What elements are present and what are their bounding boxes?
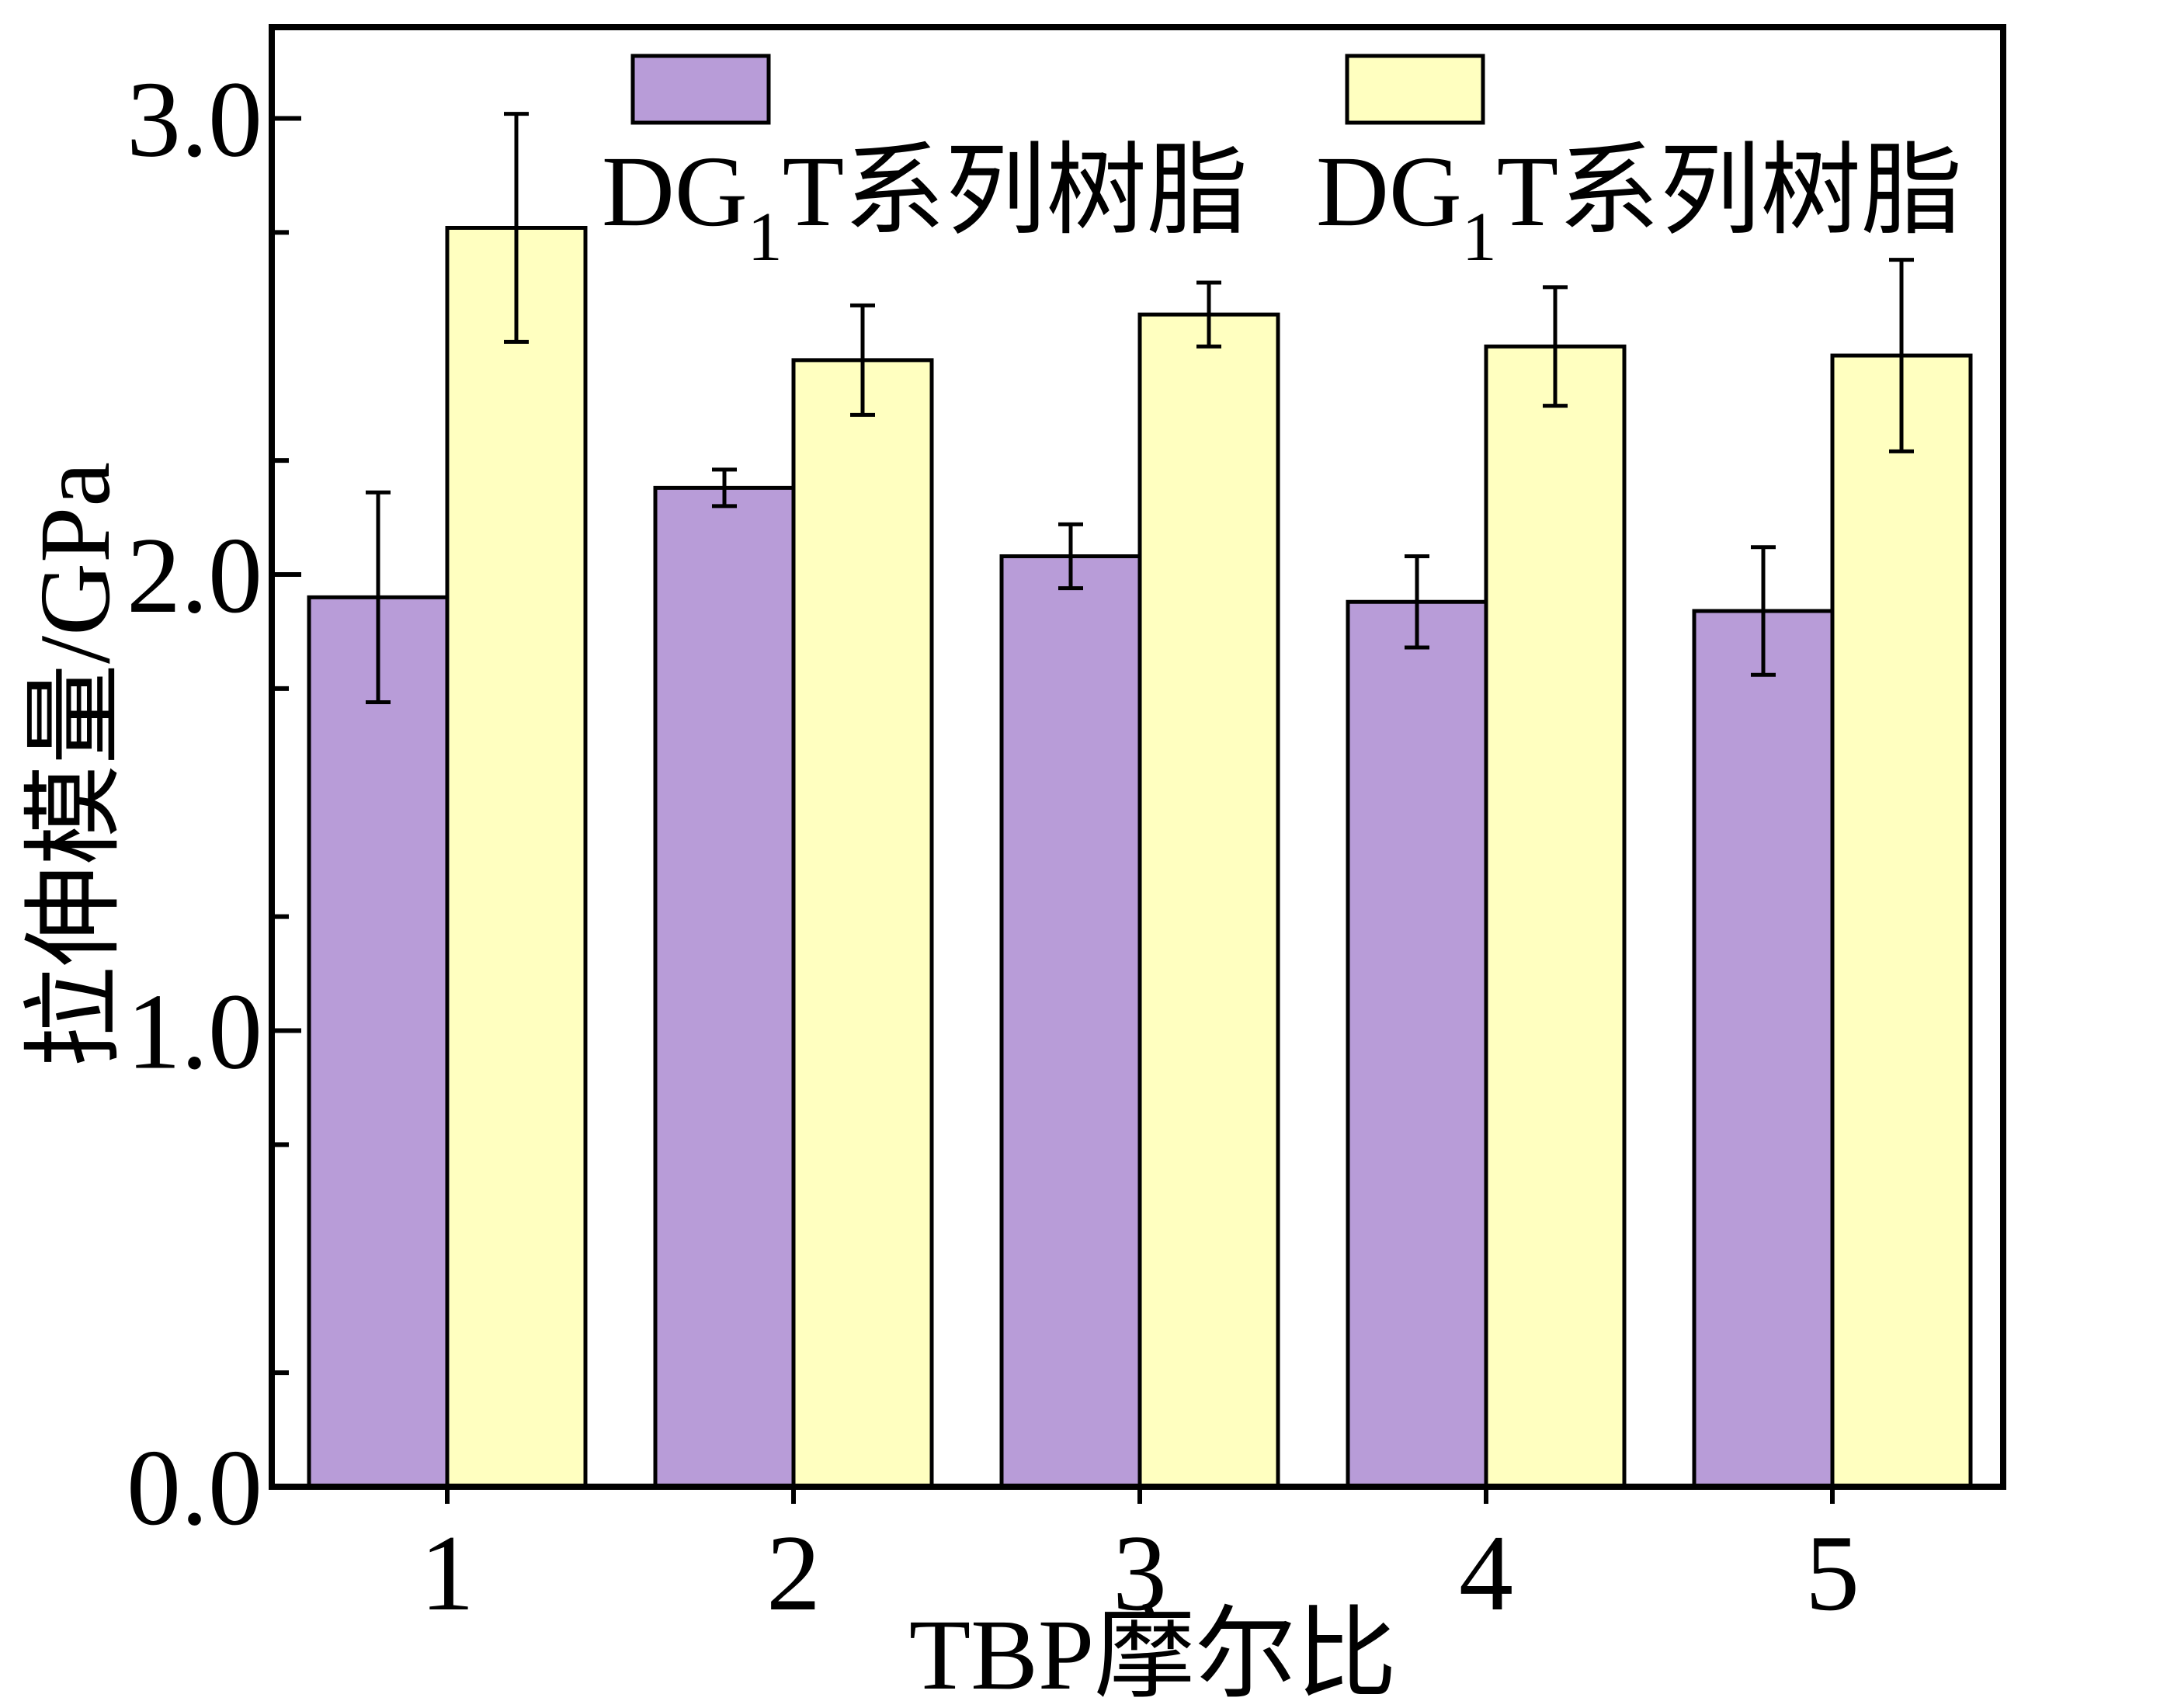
legend-label-1: DG1T系列树脂 — [602, 136, 1248, 276]
error-bar-s1-1 — [366, 490, 391, 704]
x-tick-label: 2 — [766, 1513, 821, 1633]
bar-s2-1 — [445, 226, 588, 1489]
legend-label-sub: 1 — [1462, 199, 1497, 276]
bar-s2-3 — [1137, 312, 1280, 1489]
bar-s1-2 — [653, 485, 796, 1489]
error-bar-s2-4 — [1543, 285, 1568, 408]
y-tick-label: 2.0 — [127, 516, 262, 636]
bar-s2-2 — [791, 358, 934, 1489]
error-bar-s1-3 — [1058, 522, 1083, 591]
x-tick-label: 3 — [1113, 1513, 1167, 1633]
legend-label-rest: T系列树脂 — [1497, 136, 1962, 248]
bar-s2-4 — [1484, 344, 1627, 1489]
legend-label-sub: 1 — [748, 199, 783, 276]
x-tick-label: 1 — [420, 1513, 474, 1633]
legend-label-main: DG — [602, 136, 748, 248]
legend-item-1: DG1T系列树脂 — [602, 54, 1248, 276]
legend: DG1T系列树脂 DG1T系列树脂 — [602, 54, 1962, 276]
error-bar-s2-3 — [1196, 280, 1221, 349]
legend-item-2: DG1T系列树脂 — [1316, 54, 1962, 276]
x-tick-label: 4 — [1459, 1513, 1513, 1633]
x-axis: 1 2 3 4 5 — [420, 1487, 1860, 1633]
bars-layer — [307, 226, 1973, 1489]
legend-swatch-1 — [630, 54, 771, 125]
x-tick-label: 5 — [1805, 1513, 1860, 1633]
y-axis: 0.0 1.0 2.0 3.0 — [127, 60, 301, 1548]
error-bar-s1-4 — [1405, 554, 1429, 650]
bar-s1-3 — [999, 554, 1142, 1489]
error-bar-s1-2 — [712, 467, 737, 509]
y-tick-label: 3.0 — [127, 60, 262, 180]
legend-label-main: DG — [1316, 136, 1462, 248]
error-bar-s2-5 — [1889, 258, 1914, 453]
y-tick-label: 0.0 — [127, 1428, 262, 1548]
x-axis-title: TBP摩尔比 — [909, 1599, 1397, 1708]
error-bars-layer — [366, 112, 1914, 704]
bar-s2-5 — [1830, 353, 1973, 1489]
legend-label-rest: T系列树脂 — [783, 136, 1248, 248]
error-bar-s2-2 — [850, 303, 875, 417]
y-tick-label: 1.0 — [127, 972, 262, 1092]
legend-label-2: DG1T系列树脂 — [1316, 136, 1962, 276]
error-bar-s1-5 — [1751, 545, 1776, 677]
bar-s1-5 — [1692, 609, 1835, 1489]
y-axis-title: 拉伸模量/GPa — [19, 462, 131, 1068]
error-bar-s2-1 — [504, 112, 529, 344]
bar-s1-1 — [307, 595, 450, 1489]
legend-swatch-2 — [1345, 54, 1485, 125]
bar-s1-4 — [1346, 599, 1488, 1489]
